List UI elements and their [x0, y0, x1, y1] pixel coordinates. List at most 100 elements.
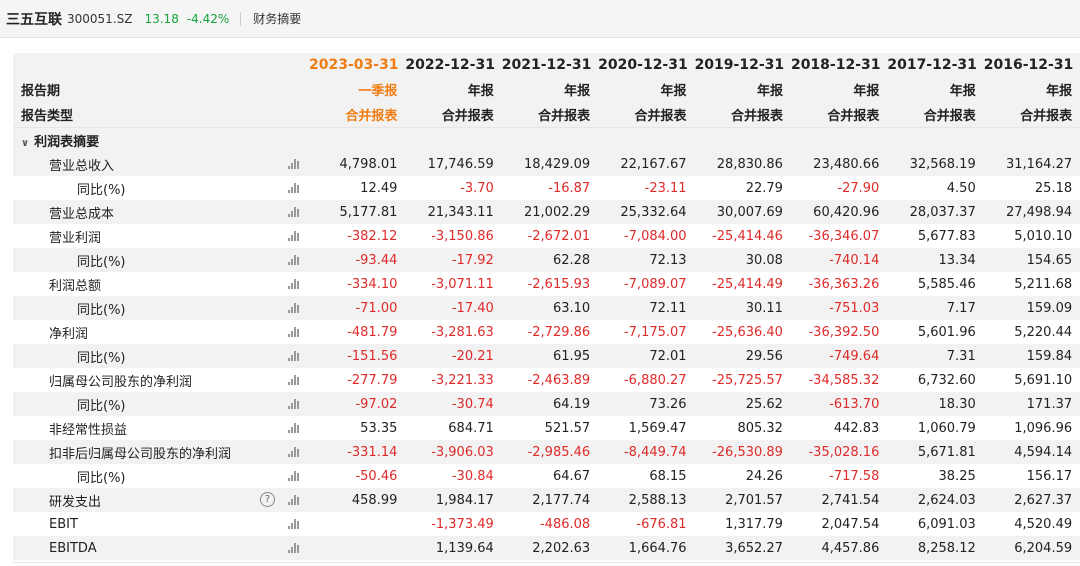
table-cell: 156.17	[1026, 468, 1073, 484]
table-cell: -277.79	[347, 372, 398, 388]
table-cell: 30,007.69	[694, 200, 791, 224]
row-label-text: 利润总额	[49, 278, 102, 294]
table-cell: -740.14	[790, 248, 888, 272]
table-cell: 2,624.03	[887, 488, 984, 512]
stock-change: -4.42%	[186, 11, 230, 26]
table-cell: 6,204.59	[983, 536, 1080, 560]
column-report: 年报	[887, 77, 984, 102]
table-cell: 18,429.09	[501, 152, 599, 176]
row-label: 净利润	[13, 320, 309, 344]
empty-cell	[309, 127, 406, 152]
empty-cell	[790, 127, 888, 152]
row-label: 非经常性损益	[13, 416, 309, 440]
table-cell: 4,594.14	[983, 440, 1080, 464]
table-cell: -3,906.03	[405, 440, 502, 464]
row-label-text: EBIT	[49, 516, 78, 532]
table-cell	[309, 536, 406, 560]
empty-cell	[501, 127, 599, 152]
table-cell: 1,139.64	[405, 536, 502, 560]
table-cell: -71.00	[309, 296, 406, 320]
column-type: 合并报表	[983, 102, 1080, 128]
column-report: 年报	[598, 77, 695, 102]
table-cell: 7.17	[887, 296, 984, 320]
table-row: 净利润 -481.79 -3,281.63 -2,729.86 -7,175.07 -25…	[13, 320, 1080, 344]
bar-chart-icon[interactable]	[288, 447, 299, 457]
column-date[interactable]: 2022-12-31	[405, 53, 502, 77]
column-date[interactable]: 2021-12-31	[501, 53, 599, 77]
column-report: 一季报	[309, 77, 406, 102]
bar-chart-icon[interactable]	[288, 543, 299, 553]
table-cell: -17.92	[405, 248, 502, 272]
table-row: 归属母公司股东的净利润 -277.79 -3,221.33 -2,463.89 -6,8…	[13, 368, 1080, 392]
question-circle-icon[interactable]: ?	[260, 492, 275, 507]
table-cell	[309, 512, 405, 536]
row-label: 同比(%)	[13, 344, 309, 368]
bar-chart-icon[interactable]	[288, 255, 299, 265]
table-cell: 5,601.96	[917, 324, 976, 340]
bar-chart-icon[interactable]	[288, 207, 299, 217]
table-cell: 72.13	[598, 248, 695, 272]
bar-chart-icon[interactable]	[288, 183, 299, 193]
bar-chart-icon[interactable]	[288, 327, 299, 337]
table-cell: -8,449.74	[598, 440, 695, 464]
table-cell: 5,220.44	[1014, 324, 1073, 340]
column-date[interactable]: 2020-12-31	[598, 53, 695, 77]
column-date[interactable]: 2019-12-31	[694, 53, 791, 77]
table-cell: -676.81	[636, 516, 687, 532]
table-cell: 17,746.59	[405, 152, 502, 176]
column-report: 年报	[405, 77, 502, 102]
column-date[interactable]: 2023-03-31	[309, 53, 406, 77]
row-label-text: 同比(%)	[77, 182, 126, 198]
bar-chart-icon[interactable]	[288, 471, 299, 481]
bar-chart-icon[interactable]	[288, 231, 299, 241]
table-cell: 32,568.19	[887, 152, 984, 176]
table-cell: -751.03	[790, 296, 888, 320]
table-cell: 22.79	[745, 180, 783, 196]
row-label-text: 同比(%)	[77, 350, 126, 366]
table-cell: 154.65	[983, 248, 1080, 272]
table-cell: 5,671.81	[887, 440, 984, 464]
header-date-row: 2023-03-31 2022-12-31 2021-12-31 2020-12-31…	[13, 53, 1080, 77]
table-cell: 61.95	[501, 344, 599, 368]
financial-table: 2023-03-31 2022-12-31 2021-12-31 2020-12-31…	[13, 53, 1080, 560]
financial-summary-panel: 2023-03-31 2022-12-31 2021-12-31 2020-12-31…	[13, 53, 1080, 560]
page-title[interactable]: 财务摘要	[253, 12, 302, 26]
table-cell: 12.49	[360, 180, 398, 196]
table-row: 扣非后归属母公司股东的净利润 -331.14 -3,906.03 -2,985.46-…	[13, 440, 1080, 464]
row-label-text: 归属母公司股东的净利润	[49, 374, 193, 390]
row-label-text: EBITDA	[49, 540, 97, 556]
column-date[interactable]: 2018-12-31	[790, 53, 888, 77]
row-label: 同比(%)	[13, 248, 309, 272]
row-label: 同比(%)	[13, 296, 309, 320]
table-cell: 28,037.37	[887, 200, 984, 224]
bar-chart-icon[interactable]	[288, 399, 299, 409]
column-report: 年报	[983, 77, 1080, 102]
column-date[interactable]: 2016-12-31	[983, 53, 1080, 77]
column-date[interactable]: 2017-12-31	[887, 53, 984, 77]
bar-chart-icon[interactable]	[288, 303, 299, 313]
table-cell: 30.11	[694, 296, 791, 320]
section-title[interactable]: ∨ 利润表摘要	[13, 127, 309, 152]
table-cell: 5,691.10	[1014, 372, 1073, 388]
bar-chart-icon[interactable]	[288, 375, 299, 385]
bar-chart-icon[interactable]	[288, 279, 299, 289]
table-cell: -25,414.46	[712, 228, 783, 244]
table-cell: 22,167.67	[598, 152, 695, 176]
bar-chart-icon[interactable]	[288, 495, 299, 505]
table-cell: -3,281.63	[431, 324, 494, 340]
bar-chart-icon[interactable]	[288, 519, 299, 529]
table-cell: -3.70	[460, 180, 494, 196]
empty-cell	[694, 127, 791, 152]
row-label: 扣非后归属母公司股东的净利润	[13, 440, 309, 464]
bar-chart-icon[interactable]	[288, 351, 299, 361]
row-label-text: 营业利润	[49, 230, 102, 246]
table-cell: -2,672.01	[527, 228, 591, 244]
table-cell: -382.12	[347, 228, 398, 244]
bar-chart-icon[interactable]	[288, 423, 299, 433]
row-label: 报告期	[13, 77, 309, 102]
chevron-down-icon[interactable]: ∨	[21, 137, 30, 149]
bar-chart-icon[interactable]	[288, 159, 299, 169]
section-row[interactable]: ∨ 利润表摘要	[13, 127, 1080, 152]
table-cell: -7,175.07	[623, 324, 687, 340]
table-cell: 3,652.27	[694, 536, 791, 560]
